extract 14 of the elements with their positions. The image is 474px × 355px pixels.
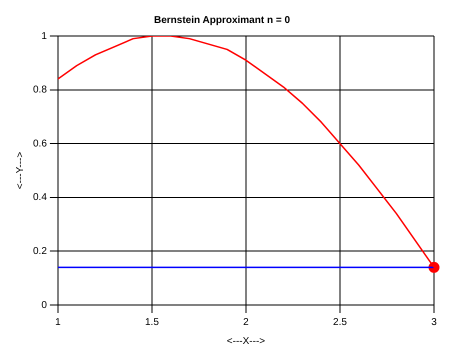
chart-title: Bernstein Approximant n = 0: [154, 14, 290, 26]
y-tick-label: 0.8: [32, 84, 48, 96]
x-axis-title: <---X--->: [226, 336, 266, 347]
x-tick-label: 3: [431, 316, 438, 328]
y-axis-title: <---Y--->: [14, 152, 26, 190]
x-tick-label: 2.5: [333, 316, 348, 328]
y-tick-label: 1: [41, 30, 48, 42]
x-tick-label: 1: [55, 316, 62, 328]
y-tick-label: 0.6: [32, 138, 48, 150]
x-tick-label: 2: [243, 316, 250, 328]
y-tick-label: 0.4: [32, 192, 48, 204]
x-tick-label: 1.5: [144, 316, 160, 328]
y-tick-label: 0.2: [32, 246, 48, 257]
y-tick-label: 0: [41, 300, 48, 311]
